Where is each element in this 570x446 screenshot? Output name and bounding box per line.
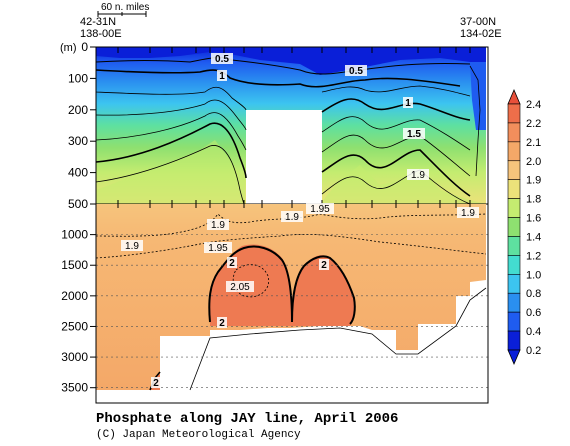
- colorbar-swatch: [507, 160, 521, 180]
- colorbar-label: 1.6: [526, 213, 541, 225]
- y-tick-label: 3500: [61, 381, 88, 395]
- y-tick-label: 2500: [61, 319, 88, 333]
- colorbar-label: 0.8: [526, 288, 541, 300]
- contour-label: 2: [219, 318, 225, 329]
- colorbar-label: 2.2: [526, 118, 541, 130]
- left-station-lon: 138-00E: [80, 28, 122, 40]
- contour-label: 2: [229, 258, 235, 269]
- colorbar-label: 2.1: [526, 137, 541, 149]
- plot-border: [95, 46, 489, 404]
- y-tick-label: 0: [81, 40, 88, 54]
- contour-label-bg: [281, 211, 303, 222]
- contour-label-bg: [227, 257, 237, 268]
- nodata-box-upper: [246, 110, 322, 204]
- y-tick-label: 400: [68, 166, 88, 180]
- colorbar-swatch: [507, 311, 521, 332]
- colorbar-label: 2.4: [526, 99, 541, 111]
- y-tick-label: 1000: [61, 228, 88, 242]
- colorbar-bottom-arrow: [507, 349, 521, 366]
- upper-contours: [95, 56, 481, 205]
- contour-label-bg: [151, 377, 161, 388]
- colorbar-swatch: [507, 141, 521, 162]
- y-tick-label: 100: [68, 71, 88, 85]
- colorbar-swatch: [507, 217, 521, 237]
- y-tick-label: 200: [68, 103, 88, 117]
- contour-label: 0.5: [215, 54, 229, 65]
- scale-bar: 60 n. miles: [97, 2, 149, 17]
- colorbar-swatch: [507, 274, 521, 294]
- colorbar-label: 1.8: [526, 194, 541, 206]
- contour-label-bg: [121, 240, 143, 251]
- contour-label-bg: [407, 169, 429, 180]
- colorbar-label: 1.9: [526, 175, 541, 187]
- contour-label: 2: [153, 378, 159, 389]
- contour-label: 2: [321, 260, 327, 271]
- contour-label-bg: [217, 317, 227, 328]
- contour-label: 1: [219, 71, 225, 82]
- contour-label: 1.9: [461, 208, 475, 219]
- y-tick-label: 1500: [61, 258, 88, 272]
- contour-label: 1.9: [211, 220, 225, 231]
- y-axis: 0 100 200 300 400 500 1000 1500 2000 2500 3000 3500: [61, 40, 488, 395]
- contour-label: 1.9: [285, 212, 299, 223]
- contour-label-bg: [306, 203, 334, 214]
- contour-label-bg: [207, 219, 229, 230]
- right-station-lon: 134-02E: [460, 28, 502, 40]
- colorbar-label: 0.2: [526, 345, 541, 357]
- contour-label: 1.9: [125, 241, 139, 252]
- colorbar-swatch: [507, 122, 521, 143]
- contour-label: 1.95: [208, 243, 228, 254]
- contour-label-bg: [345, 65, 367, 76]
- chart-credit: (C) Japan Meteorological Agency: [96, 429, 301, 441]
- contour-label-bg: [457, 207, 479, 218]
- colorbar-label: 0.4: [526, 326, 541, 338]
- colorbar-top-arrow: [507, 88, 521, 105]
- contour-label-bg: [204, 242, 232, 253]
- contour-label-bg: [211, 53, 233, 64]
- colorbar-label: 2.0: [526, 156, 541, 168]
- contour-labels: 0.51 0.511.51.91.91.91.951.91.91.952 22.05…: [121, 53, 479, 389]
- lower-contours: [95, 213, 487, 325]
- contour-label: 0.5: [349, 66, 363, 77]
- left-station-lat: 42-31N: [80, 16, 116, 28]
- contour-label: 1.9: [411, 170, 425, 181]
- y-tick-label: 3000: [61, 350, 88, 364]
- contour-label: 1.5: [407, 129, 421, 140]
- colorbar-swatch: [507, 179, 521, 199]
- y-tick-label: 300: [68, 134, 88, 148]
- scale-bar-label: 60 n. miles: [101, 2, 149, 13]
- upper-panel: [96, 47, 486, 204]
- contour-label: 1.95: [310, 204, 330, 215]
- colorbar-swatch: [507, 292, 521, 313]
- colorbar-swatch: [507, 330, 521, 351]
- colorbar-swatch: [507, 236, 521, 256]
- contour-label-bg: [319, 259, 329, 270]
- colorbar-swatch: [507, 198, 521, 218]
- chart-title: Phosphate along JAY line, April 2006: [96, 411, 398, 427]
- colorbar-swatch: [507, 103, 521, 124]
- right-station-lat: 37-00N: [460, 16, 496, 28]
- colorbar-label: 0.6: [526, 307, 541, 319]
- colorbar-swatch: [507, 255, 521, 275]
- contour-label-bg: [403, 128, 425, 139]
- colorbar-label: 1.0: [526, 269, 541, 281]
- colorbar: 2.4 2.2 2.1 2.0 1.9 1.8 1.6 1.4 1.2 1.0 0.8 0.6 0.4 0…: [507, 88, 541, 366]
- contour-label-bg: [226, 281, 254, 292]
- station-ticks: [117, 47, 471, 208]
- y-tick-label: 2000: [61, 289, 88, 303]
- y-tick-label: 500: [68, 197, 88, 211]
- contour-label: 2.05: [230, 282, 250, 293]
- colorbar-label: 1.2: [526, 250, 541, 262]
- contour-label-bg: [217, 70, 227, 81]
- colorbar-label: 1.4: [526, 231, 541, 243]
- contour-label: 1: [405, 98, 411, 109]
- phosphate-core-east: [292, 255, 355, 326]
- contour-label-bg: [403, 97, 413, 108]
- y-unit-label: (m): [60, 42, 77, 54]
